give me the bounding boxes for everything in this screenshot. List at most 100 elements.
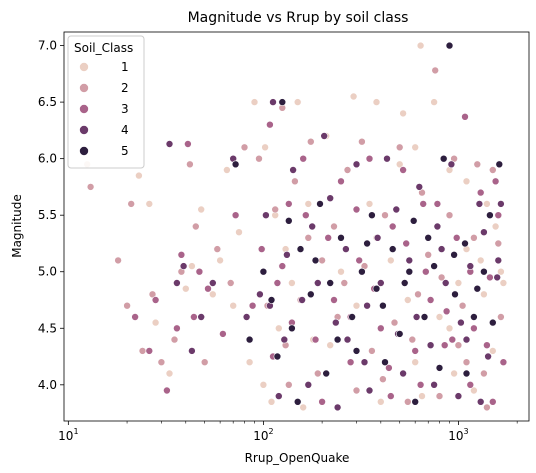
scatter-point: [229, 301, 237, 310]
scatter-point: [395, 330, 404, 338]
scatter-point: [267, 296, 276, 304]
scatter-point: [462, 177, 471, 186]
scatter-point: [457, 318, 465, 327]
scatter-point: [497, 267, 505, 276]
scatter-point: [430, 98, 438, 106]
scatter-point: [355, 256, 364, 265]
scatter-point: [131, 313, 139, 321]
scatter-point: [403, 397, 412, 406]
scatter-point: [330, 222, 338, 231]
scatter-point: [306, 137, 315, 146]
x-tick-label: 102: [253, 427, 273, 443]
y-tick-label: 4.5: [38, 321, 57, 335]
scatter-point: [476, 188, 485, 197]
scatter-point: [138, 347, 147, 355]
scatter-point: [288, 279, 296, 287]
scatter-point: [442, 307, 451, 316]
scatter-point: [473, 160, 482, 169]
scatter-point: [430, 380, 438, 389]
scatter-point: [418, 392, 426, 400]
scatter-point: [499, 279, 508, 287]
scatter-point: [326, 279, 335, 287]
scatter-point: [461, 239, 469, 248]
scatter-point: [184, 140, 192, 148]
scatter-point: [209, 290, 217, 299]
scatter-point: [363, 301, 371, 310]
scatter-point: [499, 358, 508, 367]
scatter-point: [424, 234, 433, 242]
scatter-point: [360, 358, 369, 367]
scatter-point: [494, 239, 503, 248]
scatter-point: [381, 358, 389, 367]
scatter-point: [135, 171, 143, 180]
scatter-point: [213, 245, 222, 253]
legend-label: 3: [121, 102, 129, 116]
scatter-point: [445, 41, 454, 50]
scatter-point: [182, 284, 190, 293]
scatter-point: [352, 347, 361, 355]
scatter-point: [470, 234, 478, 242]
scatter-point: [451, 290, 459, 299]
scatter-point: [259, 380, 268, 389]
scatter-point: [365, 154, 374, 163]
scatter-point: [348, 313, 356, 321]
scatter-point: [470, 313, 478, 321]
scatter-point: [308, 222, 317, 231]
scatter-point: [403, 296, 412, 304]
scatter-point: [437, 245, 446, 253]
scatter-point: [333, 335, 342, 344]
scatter-point: [284, 380, 293, 389]
scatter-point: [405, 267, 414, 276]
scatter-point: [379, 301, 387, 310]
scatter-point: [488, 347, 497, 355]
legend-label: 4: [121, 123, 129, 137]
scatter-point: [395, 143, 404, 152]
scatter-point: [411, 347, 420, 355]
scatter-point: [235, 228, 243, 236]
scatter-point: [311, 256, 320, 265]
scatter-point: [440, 341, 449, 350]
scatter-point: [349, 92, 358, 101]
scatter-point: [494, 256, 503, 265]
scatter-point: [365, 386, 374, 395]
scatter-point: [388, 222, 397, 231]
scatter-point: [488, 318, 497, 327]
x-axis: 101 102 103: [58, 421, 518, 443]
legend-label: 1: [121, 60, 129, 74]
scatter-point: [433, 200, 442, 208]
scatter-point: [219, 330, 227, 338]
scatter-point: [376, 324, 385, 333]
scatter-point: [416, 41, 425, 50]
legend-label: 5: [121, 144, 129, 158]
scatter-point: [320, 132, 329, 140]
scatter-point: [488, 397, 497, 406]
legend-marker: [79, 125, 89, 135]
scatter-point: [480, 290, 488, 299]
scatter-point: [316, 200, 324, 208]
scatter-point: [226, 279, 235, 287]
scatter-point: [304, 380, 313, 389]
scatter-point: [365, 200, 374, 208]
scatter-point: [326, 194, 335, 202]
scatter-point: [163, 386, 171, 395]
scatter-point: [480, 369, 488, 378]
scatter-point: [280, 335, 289, 344]
scatter-point: [376, 397, 385, 406]
y-tick-label: 6.5: [38, 95, 57, 109]
scatter-point: [304, 234, 313, 242]
scatter-point: [188, 347, 196, 355]
scatter-point: [256, 290, 264, 299]
scatter-point: [441, 279, 450, 287]
scatter-point: [352, 301, 361, 310]
y-tick-label: 6.0: [38, 152, 57, 166]
scatter-point: [473, 284, 482, 293]
plot-frame: [63, 31, 530, 422]
legend-label: 2: [121, 81, 129, 95]
scatter-point: [408, 335, 417, 344]
scatter-point: [266, 120, 274, 129]
scatter-point: [475, 200, 484, 208]
y-tick-label: 5.5: [38, 208, 57, 222]
scatter-point: [177, 251, 186, 259]
scatter-point: [486, 273, 494, 282]
